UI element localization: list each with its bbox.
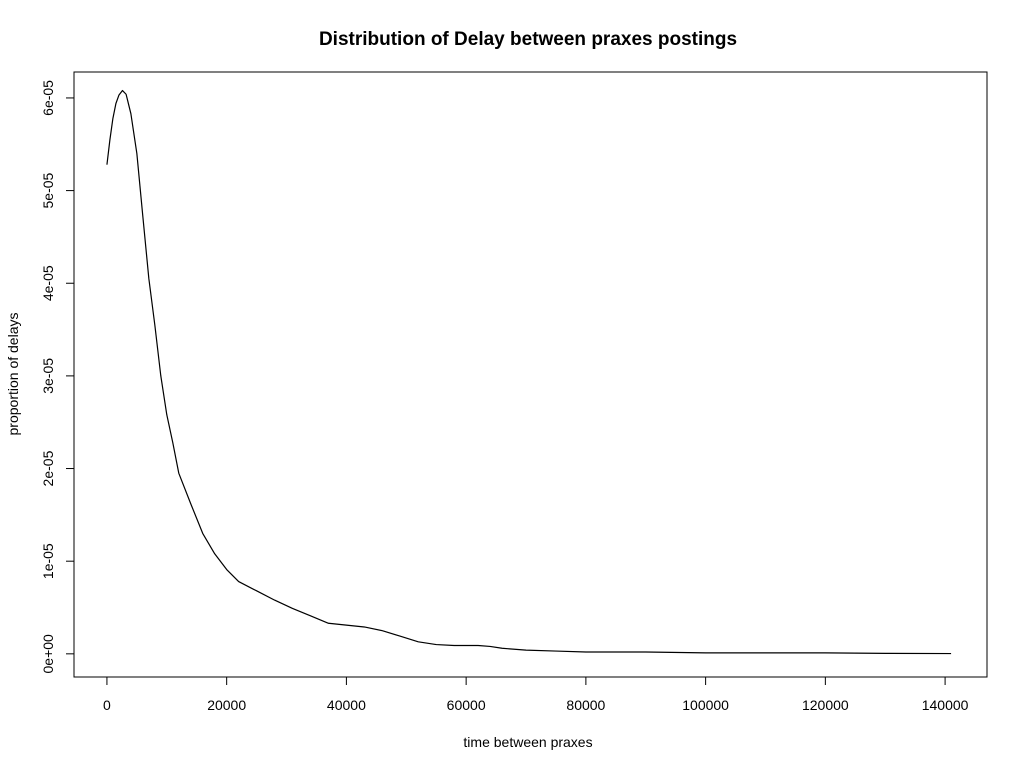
y-axis: 0e+00 1e-05 2e-05 3e-05 4e-05 5e-05 6e-05 [40,80,75,674]
x-tick-label: 80000 [566,697,605,713]
plot-frame [73,71,988,678]
density-line [106,89,952,655]
x-tick-label: 100000 [682,697,729,713]
y-tick-label: 2e-05 [40,450,56,486]
y-tick-label: 0e+00 [40,634,56,674]
y-tick-label: 3e-05 [40,358,56,394]
x-axis-label: time between praxes [463,734,592,750]
x-tick-label: 20000 [207,697,246,713]
chart-title: Distribution of Delay between praxes pos… [319,29,737,50]
y-tick-label: 6e-05 [40,80,56,116]
x-tick-label: 120000 [802,697,849,713]
y-tick-label: 5e-05 [40,172,56,208]
y-tick-label: 4e-05 [40,265,56,301]
series-layer [106,89,952,655]
x-tick-label: 0 [103,697,111,713]
x-tick-label: 60000 [447,697,486,713]
x-axis: 0 20000 40000 60000 80000 100000 120000 140000 [103,676,969,713]
x-tick-label: 140000 [922,697,969,713]
y-axis-label: proportion of delays [5,313,21,436]
y-tick-label: 1e-05 [40,543,56,579]
x-tick-label: 40000 [327,697,366,713]
